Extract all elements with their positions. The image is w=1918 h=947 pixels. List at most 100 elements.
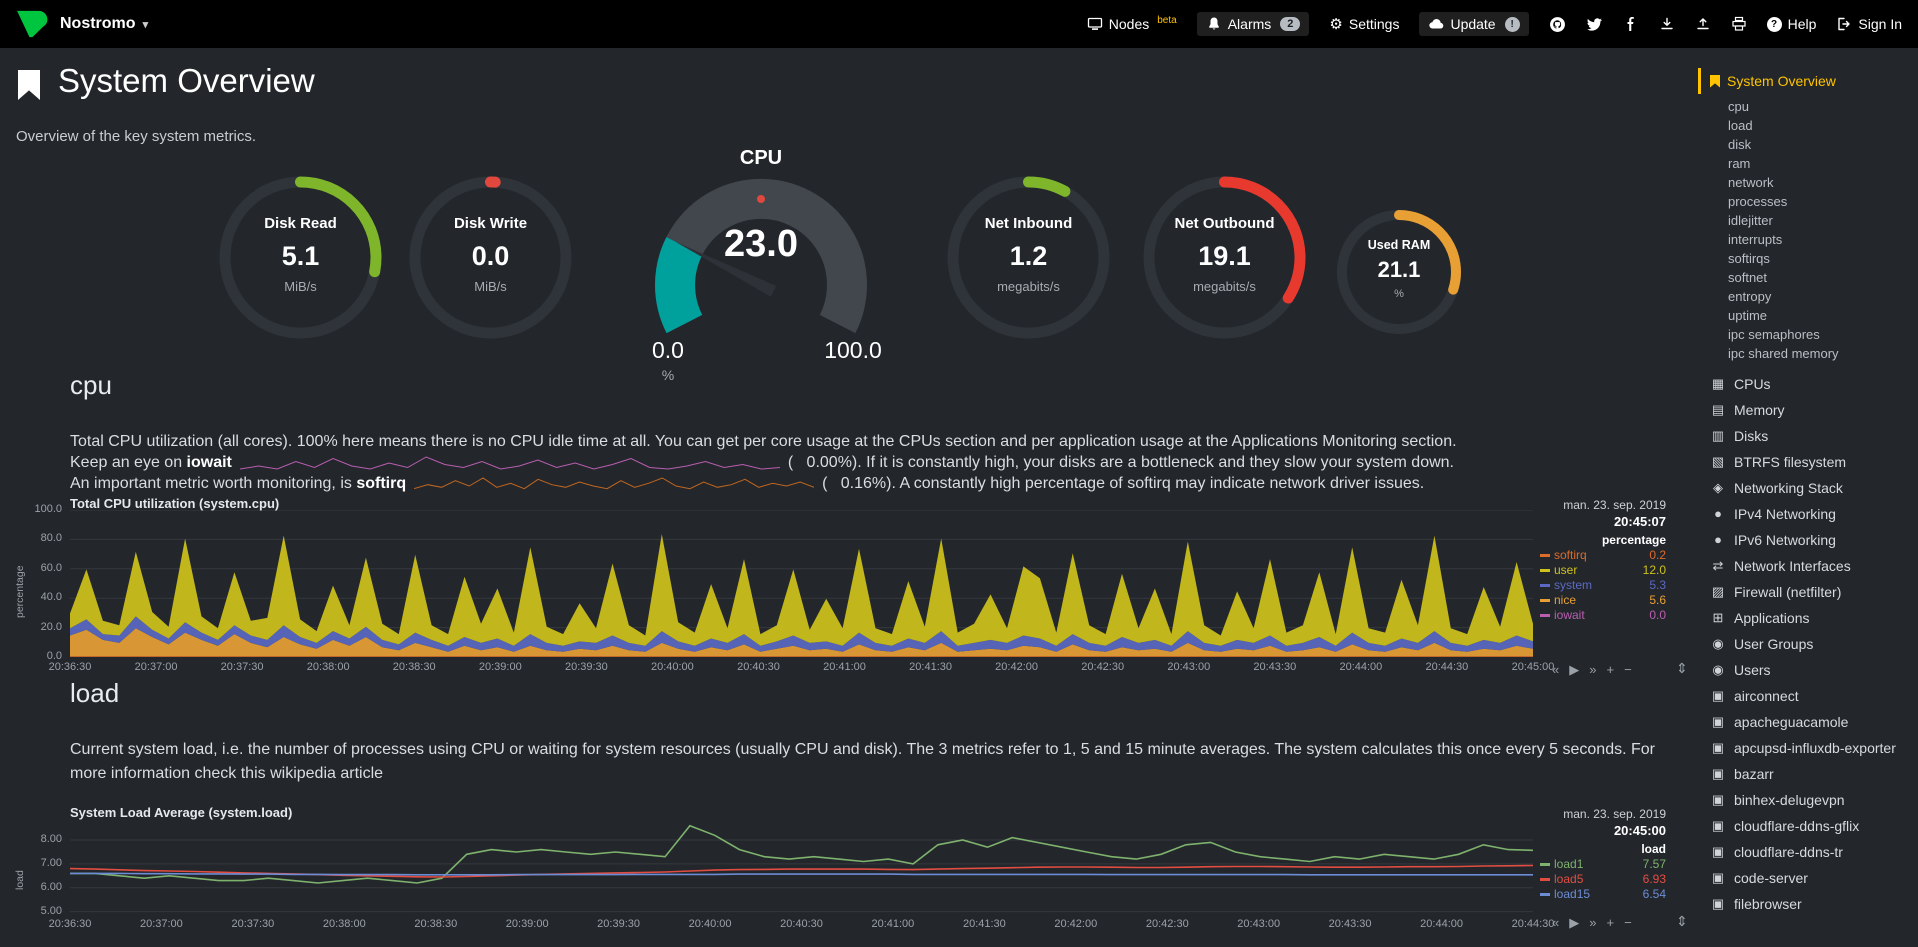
legend-item-load15[interactable]: load15 6.54 — [1540, 887, 1666, 902]
x-tick-label: 20:42:30 — [1081, 661, 1125, 673]
iowait-sparkline[interactable] — [239, 455, 780, 471]
sidebar-item-ipv6-networking[interactable]: ● IPv6 Networking — [1698, 527, 1912, 553]
legend-item-iowait[interactable]: iowait 0.0 — [1540, 608, 1666, 623]
cpu-chart-canvas[interactable] — [70, 510, 1533, 657]
pan-backward-icon[interactable]: « — [1552, 662, 1560, 677]
sidebar-subitem-processes[interactable]: processes — [1728, 194, 1788, 209]
legend-item-load1[interactable]: load1 7.57 — [1540, 857, 1666, 872]
resize-handle-icon[interactable]: ⇕ — [1676, 913, 1688, 929]
pan-forward-icon[interactable]: » — [1589, 915, 1597, 930]
sidebar-item-filebrowser[interactable]: ▣ filebrowser — [1698, 891, 1912, 917]
x-tick-label: 20:37:00 — [134, 661, 178, 673]
zoom-out-icon[interactable]: − — [1624, 662, 1632, 677]
load-x-axis: 20:36:30 20:37:00 20:37:30 20:38:00 20:38:30… — [49, 918, 1555, 932]
zoom-in-icon[interactable]: + — [1606, 662, 1615, 677]
resize-handle-icon[interactable]: ⇕ — [1676, 660, 1688, 676]
sidebar-subitem-disk[interactable]: disk — [1728, 137, 1752, 152]
legend-item-nice[interactable]: nice 5.6 — [1540, 593, 1666, 608]
gauge-net-inbound[interactable]: Net Inbound 1.2 megabits/s — [946, 175, 1111, 340]
pan-backward-icon[interactable]: « — [1552, 915, 1560, 930]
sidebar-item-cpus[interactable]: ▦ CPUs — [1698, 371, 1912, 397]
sidebar-item-ipv4-networking[interactable]: ● IPv4 Networking — [1698, 501, 1912, 527]
filesystem-icon: ▧ — [1711, 454, 1725, 469]
gauge-disk-read[interactable]: Disk Read 5.1 MiB/s — [218, 175, 383, 340]
sidebar-item-users[interactable]: ◉ Users — [1698, 657, 1912, 683]
hostname-label: Nostromo — [60, 15, 136, 32]
wikipedia-article-link[interactable]: wikipedia article — [270, 765, 384, 782]
y-tick-label: 0.0 — [46, 650, 62, 662]
print-button[interactable] — [1731, 16, 1747, 32]
sidebar-item-airconnect[interactable]: ▣ airconnect — [1698, 683, 1912, 709]
sign-in-button[interactable]: Sign In — [1836, 16, 1902, 32]
github-button[interactable] — [1549, 16, 1566, 33]
softirq-value: ( 0.16%). — [822, 475, 896, 492]
sidebar-subitem-load[interactable]: load — [1728, 118, 1753, 133]
legend-name: load1 — [1554, 857, 1584, 871]
hostname-dropdown[interactable]: Nostromo ▾ — [60, 15, 148, 33]
sidebar-item-btrfs-filesystem[interactable]: ▧ BTRFS filesystem — [1698, 449, 1912, 475]
gauge-unit: % — [1394, 288, 1404, 300]
pan-forward-icon[interactable]: » — [1589, 662, 1597, 677]
legend-item-user[interactable]: user 12.0 — [1540, 563, 1666, 578]
load-chart-canvas[interactable] — [70, 820, 1533, 913]
softirq-sparkline[interactable] — [413, 476, 815, 492]
sidebar-subitem-entropy[interactable]: entropy — [1728, 289, 1772, 304]
play-icon[interactable]: ▶ — [1569, 662, 1580, 677]
app-icon: ▣ — [1711, 792, 1725, 807]
update-button[interactable]: Update ! — [1419, 12, 1529, 36]
sidebar-subitem-softirqs[interactable]: softirqs — [1728, 251, 1770, 266]
sidebar-item-user-groups[interactable]: ◉ User Groups — [1698, 631, 1912, 657]
gauge-used-ram[interactable]: Used RAM 21.1 % — [1335, 208, 1463, 336]
x-tick-label: 20:41:30 — [962, 918, 1006, 930]
load-description: Current system load, i.e. the number of … — [70, 738, 1690, 786]
sidebar-item-system-overview[interactable]: System Overview — [1698, 68, 1912, 94]
facebook-button[interactable] — [1623, 16, 1639, 32]
legend-item-softirq[interactable]: softirq 0.2 — [1540, 548, 1666, 563]
user-groups-icon: ◉ — [1712, 636, 1724, 651]
sidebar-subitem-network[interactable]: network — [1728, 175, 1774, 190]
nodes-button[interactable]: Nodes beta — [1087, 15, 1177, 32]
play-icon[interactable]: ▶ — [1569, 915, 1580, 930]
sidebar-item-disks[interactable]: ▥ Disks — [1698, 423, 1912, 449]
sidebar-item-cloudflare-ddns-tr[interactable]: ▣ cloudflare-ddns-tr — [1698, 839, 1912, 865]
sidebar-active-label: System Overview — [1727, 73, 1836, 89]
sidebar-item-network-interfaces[interactable]: ⇄ Network Interfaces — [1698, 553, 1912, 579]
sidebar-subitem-idlejitter[interactable]: idlejitter — [1728, 213, 1773, 228]
netdata-logo-icon[interactable] — [16, 10, 48, 38]
gauge-cpu[interactable]: CPU 23.0 0.0 100.0 % — [608, 147, 914, 387]
settings-button[interactable]: ⚙ Settings — [1329, 15, 1399, 33]
legend-item-system[interactable]: system 5.3 — [1540, 578, 1666, 593]
cloud-icon — [1429, 18, 1444, 29]
sidebar-subitem-ipc-semaphores[interactable]: ipc semaphores — [1728, 327, 1820, 342]
iowait-term: iowait — [186, 454, 232, 471]
sidebar-item-memory[interactable]: ▤ Memory — [1698, 397, 1912, 423]
sidebar-subitem-cpu[interactable]: cpu — [1728, 99, 1749, 114]
legend-dash — [1540, 569, 1550, 572]
legend-item-load5[interactable]: load5 6.93 — [1540, 872, 1666, 887]
sidebar-item-label: Users — [1734, 662, 1771, 678]
alarms-button[interactable]: Alarms 2 — [1196, 12, 1310, 36]
sidebar-subitem-softnet[interactable]: softnet — [1728, 270, 1768, 285]
twitter-button[interactable] — [1586, 16, 1603, 33]
sidebar-subitem-ram[interactable]: ram — [1728, 156, 1751, 171]
sidebar-item-firewall-netfilter[interactable]: ▨ Firewall (netfilter) — [1698, 579, 1912, 605]
sidebar-item-bazarr[interactable]: ▣ bazarr — [1698, 761, 1912, 787]
sidebar-item-networking-stack[interactable]: ◈ Networking Stack — [1698, 475, 1912, 501]
sidebar-item-code-server[interactable]: ▣ code-server — [1698, 865, 1912, 891]
export-button[interactable] — [1695, 16, 1711, 32]
import-button[interactable] — [1659, 16, 1675, 32]
sidebar-subitem-ipc-shared-memory[interactable]: ipc shared memory — [1728, 346, 1839, 361]
sidebar-subitem-uptime[interactable]: uptime — [1728, 308, 1768, 323]
gauge-title: Net Outbound — [1174, 215, 1275, 232]
sidebar-subitem-interrupts[interactable]: interrupts — [1728, 232, 1783, 247]
gauge-net-outbound[interactable]: Net Outbound 19.1 megabits/s — [1142, 175, 1307, 340]
help-button[interactable]: ? Help — [1766, 16, 1816, 32]
sidebar-item-apcupsd-influxdb-exporter[interactable]: ▣ apcupsd-influxdb-exporter — [1698, 735, 1912, 761]
sidebar-item-apacheguacamole[interactable]: ▣ apacheguacamole — [1698, 709, 1912, 735]
sidebar-item-cloudflare-ddns-gflix[interactable]: ▣ cloudflare-ddns-gflix — [1698, 813, 1912, 839]
zoom-out-icon[interactable]: − — [1624, 915, 1632, 930]
zoom-in-icon[interactable]: + — [1606, 915, 1615, 930]
gauge-disk-write[interactable]: Disk Write 0.0 MiB/s — [408, 175, 573, 340]
sidebar-item-binhex-delugevpn[interactable]: ▣ binhex-delugevpn — [1698, 787, 1912, 813]
sidebar-item-applications[interactable]: ⊞ Applications — [1698, 605, 1912, 631]
